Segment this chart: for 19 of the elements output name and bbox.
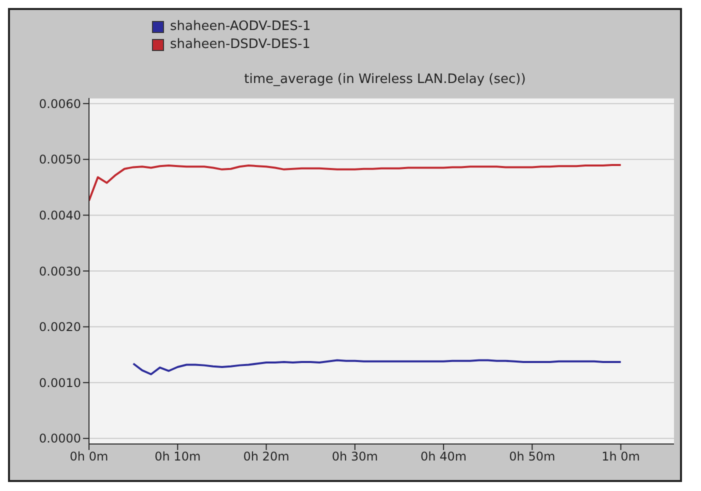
chart-title: time_average (in Wireless LAN.Delay (sec)) <box>243 72 527 87</box>
x-tick-label: 0h 50m <box>509 450 556 464</box>
y-tick-label: 0.0000 <box>39 432 81 446</box>
legend-label: shaheen-DSDV-DES-1 <box>170 36 310 54</box>
legend-label: shaheen-AODV-DES-1 <box>170 18 311 36</box>
x-tick-label: 0h 30m <box>332 450 378 464</box>
line-series <box>132 359 622 376</box>
x-tick-label: 0h 10m <box>154 450 201 464</box>
y-tick-label: 0.0010 <box>39 376 81 390</box>
y-tick-label: 0.0030 <box>39 264 81 278</box>
x-tick-label: 0h 0m <box>70 450 108 464</box>
line-series <box>89 164 622 202</box>
x-tick-label: 0h 40m <box>420 450 467 464</box>
y-tick-label: 0.0050 <box>39 152 81 167</box>
y-tick-label: 0.0060 <box>39 96 81 111</box>
x-tick-label: 1h 0m <box>602 450 640 464</box>
x-tick-label: 0h 20m <box>243 450 290 464</box>
y-tick-label: 0.0020 <box>39 320 81 334</box>
y-tick-label: 0.0040 <box>39 208 81 222</box>
